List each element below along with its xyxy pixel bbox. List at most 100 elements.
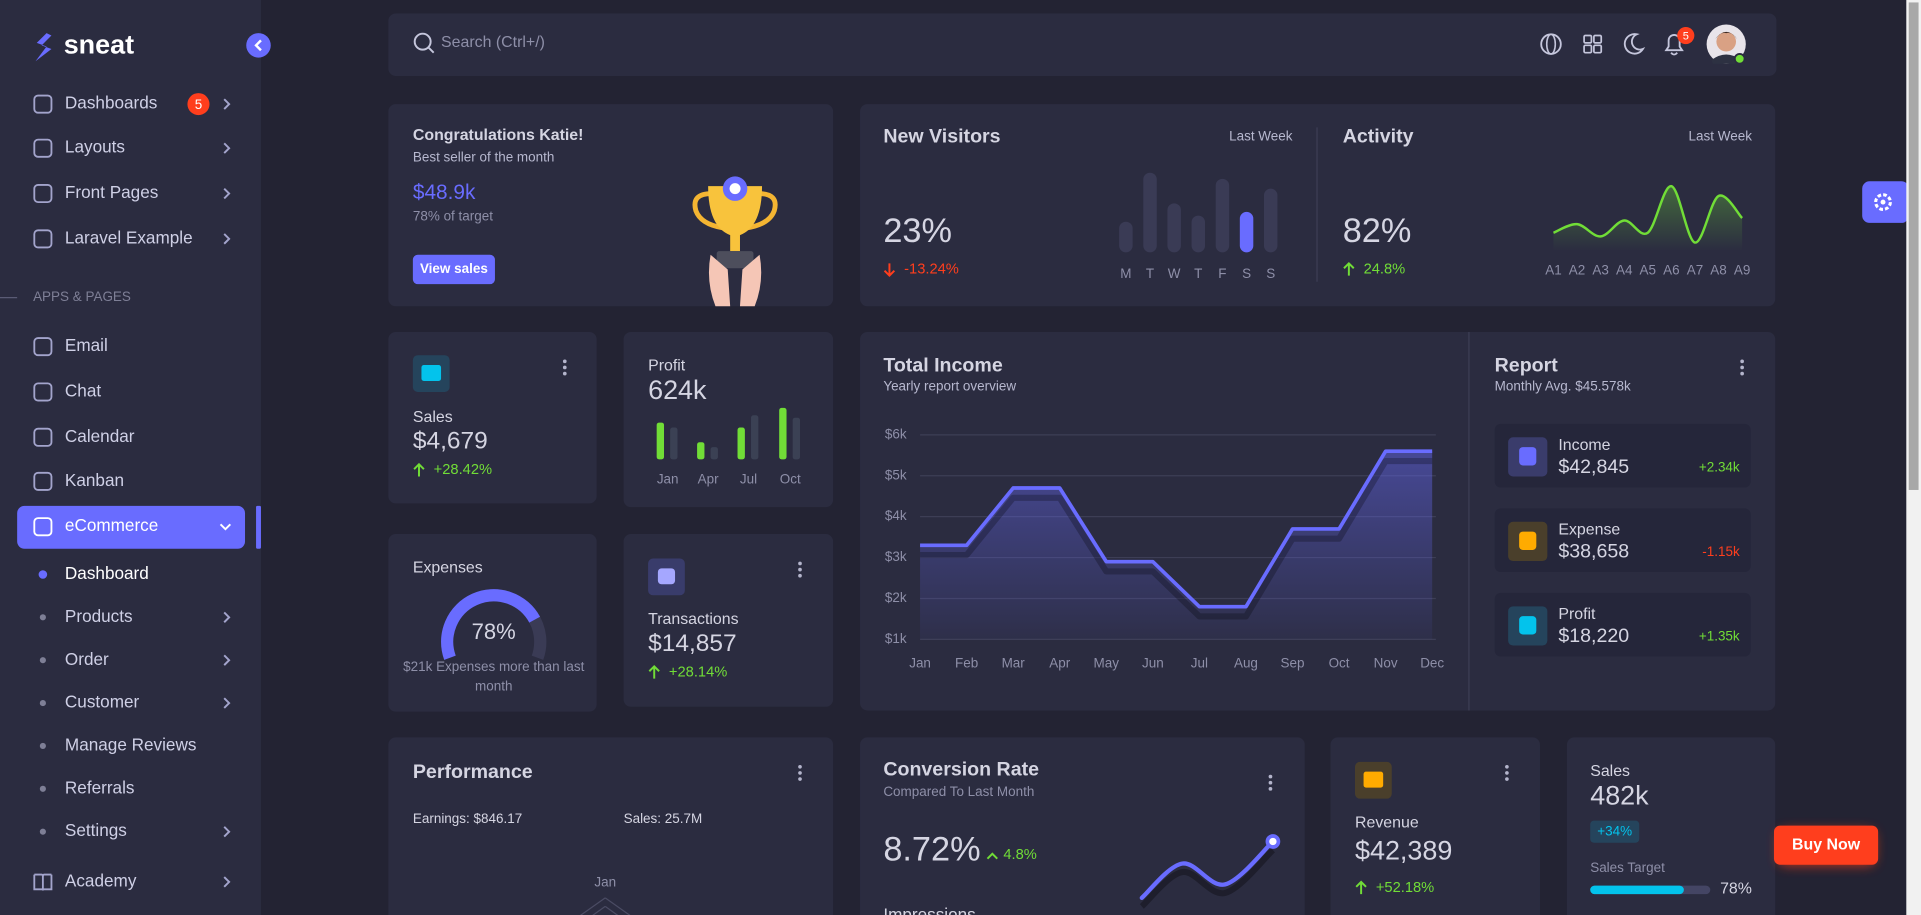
menu-item[interactable]: Chat — [65, 381, 101, 401]
view-sales-button[interactable] — [412, 254, 495, 285]
collapse-button[interactable] — [246, 33, 271, 58]
more-dot — [562, 365, 567, 370]
x-tick-label: W — [1168, 266, 1181, 281]
chevron — [223, 142, 231, 154]
label: Expenses — [413, 560, 483, 577]
y-tick-label: $3k — [885, 549, 907, 564]
topbar — [388, 13, 1777, 76]
menu-item[interactable]: Kanban — [65, 470, 124, 490]
notification-count: 5 — [1683, 31, 1689, 43]
trophy-medal-center — [729, 183, 741, 195]
search-icon — [413, 32, 432, 51]
trend-arrow — [1343, 261, 1355, 276]
gauge-fill — [441, 589, 541, 660]
x-tick-label: May — [1094, 655, 1120, 670]
submenu-item[interactable]: Order — [65, 649, 109, 669]
sidebar — [0, 0, 261, 915]
collapse-icon — [254, 39, 262, 52]
change: +52.18% — [1376, 880, 1434, 896]
avatar-hair — [1715, 31, 1738, 40]
shortcuts-icon[interactable] — [1583, 44, 1593, 54]
shortcuts-icon[interactable] — [1593, 34, 1603, 44]
active-item[interactable] — [17, 505, 246, 549]
bar — [1215, 178, 1230, 253]
value: 482k — [1590, 781, 1649, 811]
chevron — [223, 654, 231, 666]
more-dot — [798, 567, 802, 572]
card-subtitle: Monthly Avg. $45.578k — [1495, 379, 1631, 394]
notification-icon[interactable] — [1664, 34, 1684, 56]
menu-icon — [33, 94, 53, 114]
notification-badge — [1677, 26, 1695, 45]
label: Sales — [1590, 763, 1630, 780]
menu-item[interactable]: Dashboards — [65, 93, 157, 113]
card — [623, 331, 834, 508]
area — [920, 451, 1433, 640]
label: Income — [1558, 437, 1610, 454]
value: $42,389 — [1355, 836, 1452, 866]
menu-item[interactable]: Calendar — [65, 426, 135, 446]
submenu-item[interactable]: Dashboard — [65, 563, 149, 583]
revenue-icon — [1363, 771, 1384, 788]
period: Last Week — [1229, 129, 1293, 144]
more-dot — [1740, 371, 1744, 376]
chevron — [223, 876, 231, 888]
submenu-item[interactable]: Products — [65, 606, 133, 626]
shortcuts-icon[interactable] — [1593, 44, 1603, 54]
card-subtitle: Compared To Last Month — [883, 784, 1034, 799]
menu-item[interactable]: Laravel Example — [65, 227, 193, 247]
bullet — [39, 828, 46, 835]
bar — [1119, 221, 1133, 253]
submenu-item[interactable]: Customer — [65, 692, 140, 712]
label: Sales Target — [1590, 860, 1665, 875]
menu-icon — [33, 427, 53, 447]
menu-item-active[interactable]: eCommerce — [65, 515, 158, 535]
x-tick-label: A5 — [1640, 262, 1656, 277]
chevron — [223, 187, 231, 200]
button-label[interactable]: Buy Now — [1792, 836, 1861, 853]
theme-icon[interactable] — [1623, 33, 1646, 55]
buy-now-button[interactable] — [1773, 825, 1879, 865]
x-tick-label: A9 — [1734, 262, 1750, 277]
scrollbar-thumb[interactable] — [1908, 2, 1919, 490]
more-dot — [798, 561, 802, 566]
stat: Sales: 25.7M — [624, 811, 703, 826]
submenu-item[interactable]: Settings — [65, 820, 127, 840]
bar — [1263, 188, 1278, 253]
x-tick-label: Oct — [1329, 655, 1350, 670]
y-tick-label: $6k — [885, 426, 907, 441]
menu-item[interactable]: Front Pages — [65, 182, 158, 202]
change: +2.34k — [1699, 459, 1740, 474]
bullet — [39, 614, 46, 621]
bullet — [39, 785, 46, 792]
bar — [1143, 172, 1157, 253]
value: $4,679 — [413, 428, 488, 455]
menu-item[interactable]: Layouts — [65, 137, 125, 157]
bullet — [38, 570, 48, 579]
section-header: APPS & PAGES — [33, 289, 131, 304]
card — [1566, 737, 1776, 915]
menu-icon — [33, 517, 53, 537]
avatar-body — [1711, 54, 1741, 64]
submenu-item[interactable]: Referrals — [65, 777, 135, 797]
menu-icon — [33, 337, 53, 357]
shortcuts-icon[interactable] — [1583, 34, 1593, 44]
button-label[interactable]: View sales — [420, 261, 488, 276]
label: Profit — [648, 357, 686, 374]
bar — [737, 427, 745, 460]
report-item — [1494, 423, 1751, 488]
brand: sneat — [64, 30, 134, 60]
trend-arrow — [883, 263, 896, 277]
label: Expense — [1558, 522, 1620, 539]
submenu-item[interactable]: Manage Reviews — [65, 734, 196, 754]
change: +28.42% — [434, 462, 492, 478]
value: 624k — [648, 375, 707, 405]
menu-item[interactable]: Academy — [65, 870, 137, 890]
search-input[interactable]: Search (Ctrl+/) — [441, 34, 545, 51]
bullet — [39, 700, 46, 707]
y-tick-label: $5k — [885, 467, 907, 482]
x-tick-label: Mar — [1002, 655, 1026, 670]
menu-icon — [33, 873, 53, 891]
wallet-icon — [421, 365, 442, 381]
menu-item[interactable]: Email — [65, 335, 108, 355]
